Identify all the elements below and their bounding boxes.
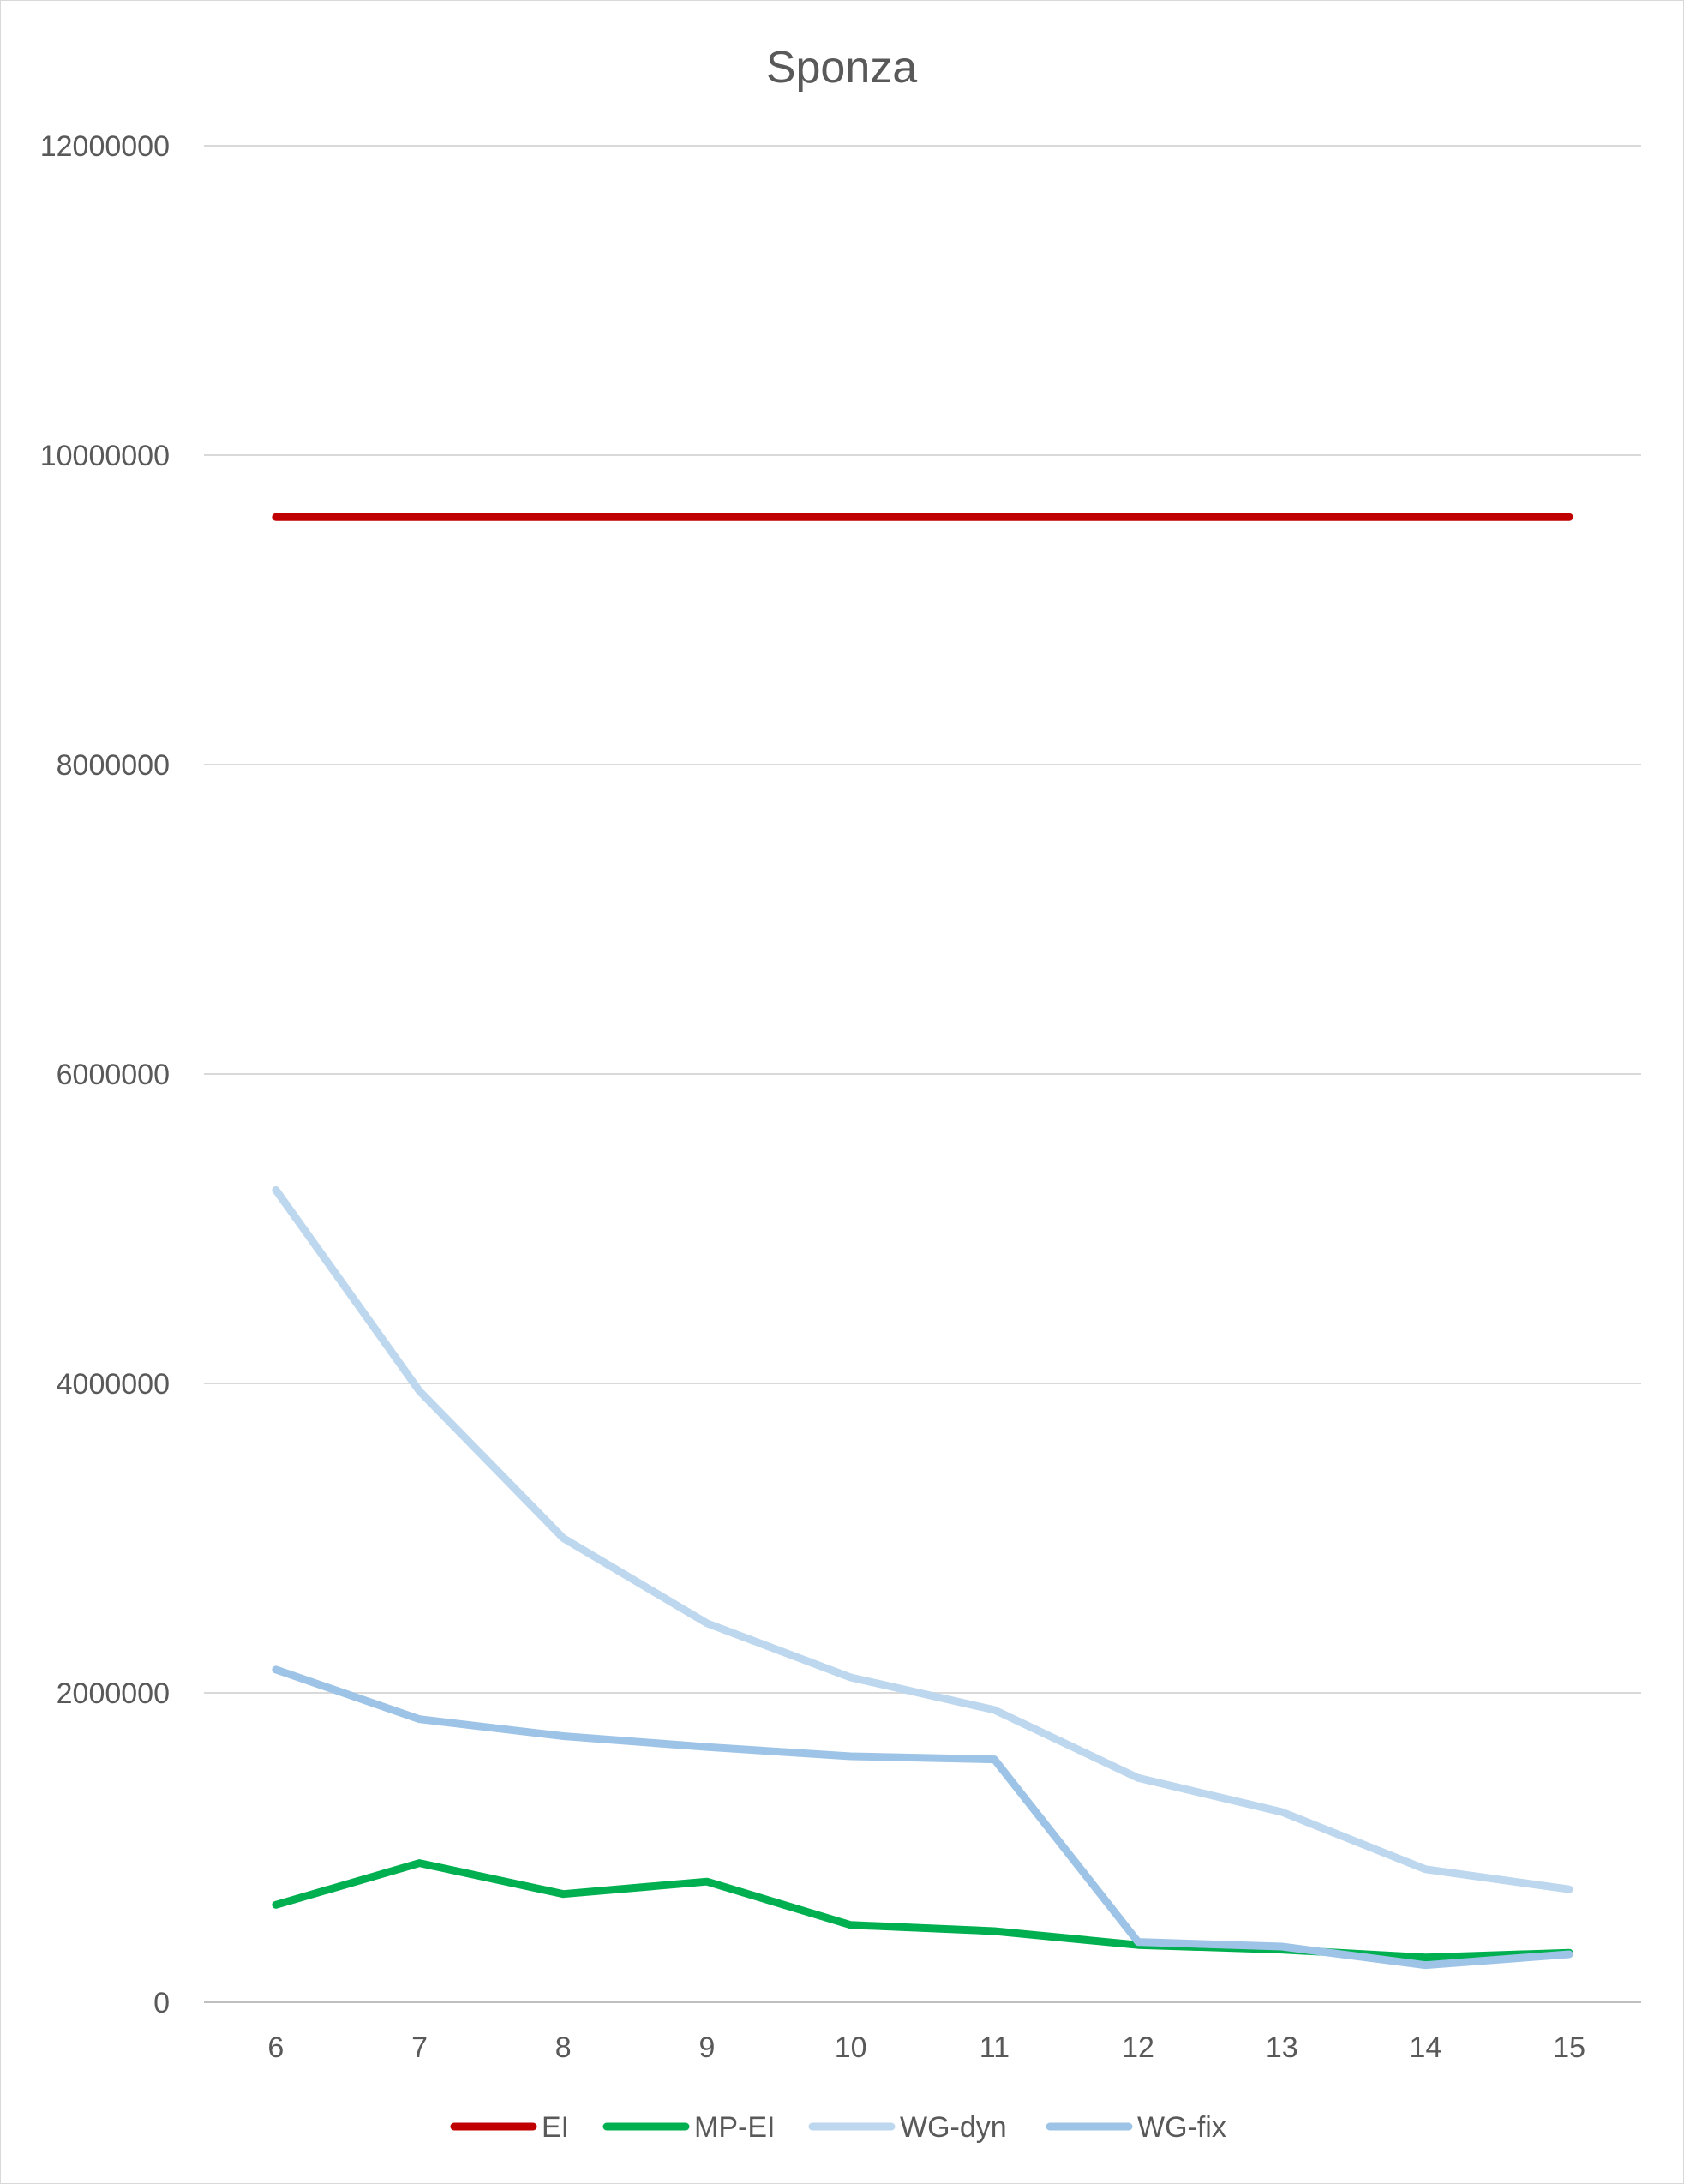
gridlines [204, 145, 1641, 2003]
y-tick-label: 6000000 [57, 1059, 170, 1091]
legend-label-ei: EI [542, 2111, 569, 2144]
legend-label-mp-ei: MP-EI [694, 2111, 775, 2144]
series-lines [272, 513, 1573, 1970]
y-tick-label: 0 [153, 1987, 170, 2019]
x-tick-label: 9 [698, 2031, 715, 2064]
series-line-wg-dyn [272, 1185, 1573, 1893]
x-tick-label: 6 [267, 2031, 284, 2064]
y-tick-label: 2000000 [57, 1677, 170, 1710]
y-axis-tick-labels: 0 2000000 4000000 6000000 8000000 10000000 120… [40, 130, 170, 2019]
x-tick-label: 10 [835, 2031, 867, 2064]
x-tick-label: 8 [555, 2031, 572, 2064]
y-tick-label: 4000000 [57, 1368, 170, 1401]
x-axis-tick-labels: 6 7 8 9 10 11 12 13 14 15 [267, 2031, 1585, 2064]
x-tick-label: 7 [411, 2031, 428, 2064]
y-tick-label: 10000000 [40, 440, 170, 472]
x-tick-label: 13 [1266, 2031, 1298, 2064]
legend: EI MP-EI WG-dyn WG-fix [450, 2111, 1226, 2144]
legend-label-wg-fix: WG-fix [1137, 2111, 1226, 2144]
y-tick-label: 8000000 [57, 749, 170, 782]
y-tick-label: 12000000 [40, 130, 170, 163]
x-tick-label: 15 [1553, 2031, 1585, 2064]
series-line-mp-ei [272, 1859, 1573, 1962]
x-tick-label: 11 [980, 2031, 1010, 2064]
x-tick-label: 12 [1122, 2031, 1154, 2064]
x-tick-label: 14 [1410, 2031, 1442, 2064]
series-line-wg-fix [272, 1665, 1573, 1970]
chart-title: Sponza [766, 43, 917, 93]
legend-label-wg-dyn: WG-dyn [900, 2111, 1007, 2144]
